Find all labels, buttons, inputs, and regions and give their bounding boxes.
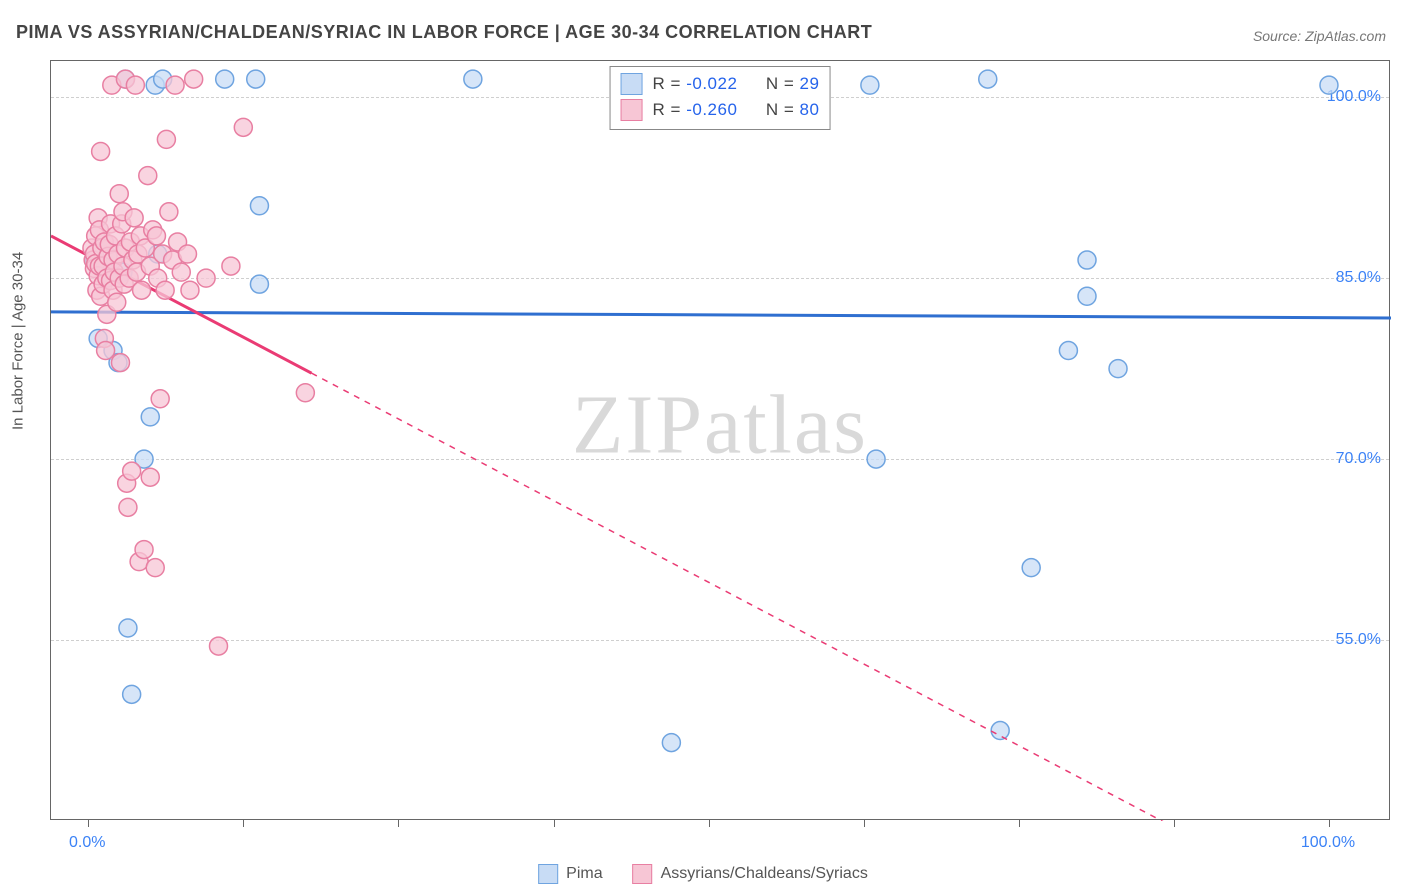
- scatter-point-assyrian: [185, 70, 203, 88]
- scatter-point-pima: [250, 197, 268, 215]
- scatter-point-pima: [867, 450, 885, 468]
- scatter-point-pima: [1078, 251, 1096, 269]
- scatter-point-assyrian: [135, 541, 153, 559]
- scatter-point-pima: [1059, 342, 1077, 360]
- scatter-point-assyrian: [151, 390, 169, 408]
- scatter-point-assyrian: [92, 142, 110, 160]
- scatter-point-pima: [119, 619, 137, 637]
- swatch-pima-icon: [621, 73, 643, 95]
- legend-label-pima: Pima: [566, 865, 602, 883]
- scatter-point-assyrian: [125, 209, 143, 227]
- stats-row-assyrian: R = -0.260 N = 80: [621, 97, 820, 123]
- scatter-point-assyrian: [97, 342, 115, 360]
- scatter-point-assyrian: [126, 76, 144, 94]
- scatter-point-pima: [464, 70, 482, 88]
- scatter-point-assyrian: [160, 203, 178, 221]
- stats-legend: R = -0.022 N = 29 R = -0.260 N = 80: [610, 66, 831, 130]
- scatter-point-assyrian: [178, 245, 196, 263]
- x-tick-label: 100.0%: [1301, 834, 1355, 852]
- scatter-point-pima: [247, 70, 265, 88]
- scatter-point-pima: [1022, 559, 1040, 577]
- scatter-point-assyrian: [172, 263, 190, 281]
- scatter-point-assyrian: [133, 281, 151, 299]
- scatter-point-assyrian: [210, 637, 228, 655]
- scatter-point-assyrian: [147, 227, 165, 245]
- legend-item-pima: Pima: [538, 864, 602, 884]
- scatter-point-pima: [1109, 360, 1127, 378]
- legend-swatch-pima-icon: [538, 864, 558, 884]
- legend-bottom: Pima Assyrians/Chaldeans/Syriacs: [538, 864, 868, 884]
- scatter-point-pima: [250, 275, 268, 293]
- legend-item-assyrian: Assyrians/Chaldeans/Syriacs: [633, 864, 868, 884]
- scatter-point-assyrian: [166, 76, 184, 94]
- scatter-point-pima: [662, 734, 680, 752]
- r-value-pima: -0.022: [686, 74, 737, 93]
- scatter-point-assyrian: [181, 281, 199, 299]
- scatter-point-pima: [861, 76, 879, 94]
- scatter-point-assyrian: [141, 468, 159, 486]
- scatter-svg: [51, 61, 1391, 821]
- scatter-point-pima: [979, 70, 997, 88]
- scatter-point-assyrian: [123, 462, 141, 480]
- scatter-point-assyrian: [157, 130, 175, 148]
- chart-source: Source: ZipAtlas.com: [1253, 28, 1386, 44]
- scatter-point-assyrian: [234, 118, 252, 136]
- scatter-point-pima: [216, 70, 234, 88]
- stats-text-assyrian: R = -0.260 N = 80: [653, 100, 820, 120]
- stats-text-pima: R = -0.022 N = 29: [653, 74, 820, 94]
- legend-swatch-assyrian-icon: [633, 864, 653, 884]
- scatter-point-pima: [991, 722, 1009, 740]
- stats-row-pima: R = -0.022 N = 29: [621, 71, 820, 97]
- scatter-point-assyrian: [111, 354, 129, 372]
- scatter-point-pima: [1320, 76, 1338, 94]
- scatter-point-assyrian: [119, 498, 137, 516]
- chart-container: PIMA VS ASSYRIAN/CHALDEAN/SYRIAC IN LABO…: [0, 0, 1406, 892]
- n-value-pima: 29: [800, 74, 820, 93]
- n-value-assyrian: 80: [800, 100, 820, 119]
- x-tick-label: 0.0%: [69, 834, 105, 852]
- chart-title: PIMA VS ASSYRIAN/CHALDEAN/SYRIAC IN LABO…: [16, 22, 872, 43]
- legend-label-assyrian: Assyrians/Chaldeans/Syriacs: [661, 865, 868, 883]
- scatter-point-assyrian: [146, 559, 164, 577]
- swatch-assyrian-icon: [621, 99, 643, 121]
- scatter-point-assyrian: [222, 257, 240, 275]
- scatter-point-assyrian: [110, 185, 128, 203]
- scatter-point-assyrian: [197, 269, 215, 287]
- plot-area: ZIPatlas 55.0%70.0%85.0%100.0% R = -0.02…: [50, 60, 1390, 820]
- r-value-assyrian: -0.260: [686, 100, 737, 119]
- scatter-point-assyrian: [296, 384, 314, 402]
- scatter-point-pima: [1078, 287, 1096, 305]
- scatter-point-pima: [123, 685, 141, 703]
- scatter-point-assyrian: [108, 293, 126, 311]
- scatter-point-pima: [141, 408, 159, 426]
- scatter-point-assyrian: [156, 281, 174, 299]
- scatter-point-assyrian: [139, 167, 157, 185]
- y-axis-title: In Labor Force | Age 30-34: [10, 252, 27, 430]
